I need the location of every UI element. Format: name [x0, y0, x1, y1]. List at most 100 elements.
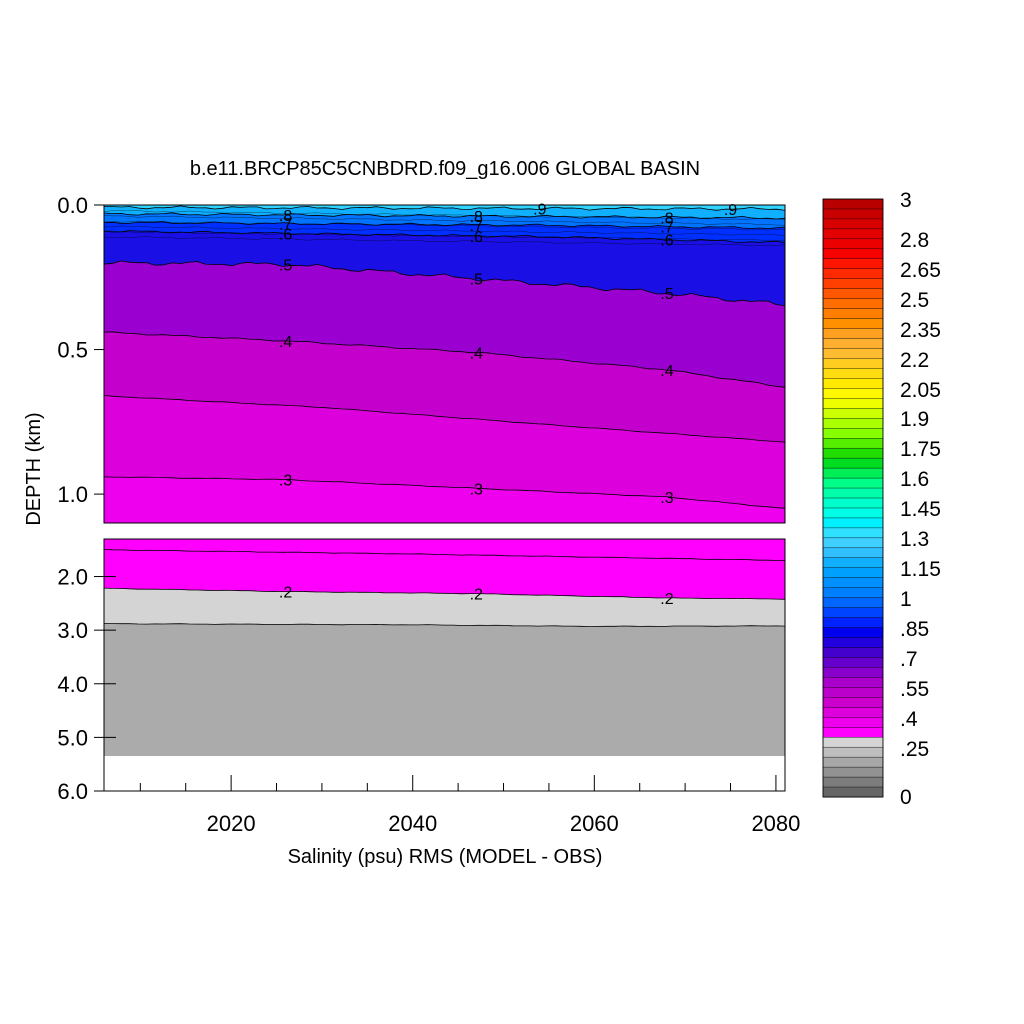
colorbar-swatch	[822, 388, 884, 399]
contour-label: .9	[533, 201, 546, 218]
axes: 2020 2040 2060 2080 0.0 0.5 1.0 2.0 3.0 4.0 5.0 6.0	[57, 193, 800, 836]
colorbar-swatch	[822, 547, 884, 559]
colorbar-swatch	[822, 258, 884, 270]
contour-fill-band-0-45	[104, 260, 785, 388]
contour-fill-band-0-7	[104, 212, 785, 229]
colorbar-swatch	[822, 667, 884, 678]
contour-line-0-3	[104, 476, 785, 509]
contour-line-0-35	[104, 395, 785, 443]
colorbar-frame	[822, 198, 884, 798]
contour-label: .5	[470, 272, 483, 289]
colorbar-swatch	[822, 348, 884, 359]
contour-label: .8	[660, 210, 673, 227]
colorbar-swatch	[822, 328, 884, 340]
colorbar-tick-label: 2.65	[900, 259, 941, 282]
colorbar-swatch	[822, 318, 884, 330]
contour-fill-band-0-6	[104, 221, 785, 243]
contour-label: .8	[470, 209, 483, 226]
contour-label: .2	[660, 591, 673, 608]
colorbar-swatch	[822, 467, 884, 479]
colorbar-swatch	[822, 697, 884, 708]
colorbar-swatch	[822, 408, 884, 419]
contour-label: .6	[660, 233, 673, 250]
upper-panel-frame	[103, 204, 786, 524]
y-tick-label: 0.5	[57, 338, 88, 363]
colorbar-tick-label: 1.6	[900, 468, 929, 491]
contour-label: .8	[279, 208, 292, 225]
contour-label: .9	[724, 202, 737, 219]
contour-line-0-4	[104, 331, 785, 388]
colorbar-swatch	[822, 487, 884, 499]
y-tick-label: 3.0	[57, 618, 88, 643]
contour-fill-band-0-55	[104, 230, 785, 306]
colorbar-swatch	[822, 358, 884, 369]
contour-label: .5	[279, 257, 292, 274]
colorbar-swatch	[822, 647, 884, 658]
colorbar-swatch	[822, 438, 884, 449]
contour-fill-band-0-35	[104, 395, 785, 509]
colorbar-swatch	[822, 577, 884, 589]
contour-line-0-8	[104, 212, 785, 220]
colorbar-swatch	[822, 477, 884, 489]
contour-line-0-2	[104, 587, 785, 600]
colorbar-swatch	[822, 208, 884, 220]
x-tick-label: 2020	[207, 811, 256, 836]
colorbar-swatch	[822, 218, 884, 230]
chart-title: b.e11.BRCP85C5CNBDRD.f09_g16.006 GLOBAL …	[190, 158, 700, 180]
colorbar-tick-label: .25	[900, 738, 929, 761]
colorbar-swatch	[822, 278, 884, 290]
y-tick-label: 4.0	[57, 672, 88, 697]
contour-line-0-25	[104, 549, 785, 561]
contour-label: .7	[660, 220, 673, 237]
colorbar-swatch	[822, 737, 884, 748]
x-tick-label: 2040	[388, 811, 437, 836]
x-tick-label: 2060	[570, 811, 619, 836]
colorbar-swatch	[822, 378, 884, 389]
colorbar-swatch	[822, 557, 884, 569]
colorbar-swatch	[822, 537, 884, 549]
colorbar-tick-label: 1.15	[900, 558, 941, 581]
colorbar-swatch	[822, 418, 884, 429]
contour-line-0-6	[104, 230, 785, 243]
colorbar-tick-label: 2.2	[900, 349, 929, 372]
contour-fill-band-0-4	[104, 331, 785, 443]
colorbar-swatch	[822, 607, 884, 619]
contour-labels: .9.9.8.8.8.7.7.7.6.6.6.5.5.5.4.4.4.3.3.3…	[279, 201, 737, 608]
colorbar-swatch	[822, 617, 884, 629]
colorbar-swatch	[822, 597, 884, 609]
colorbar-tick-label: 2.5	[900, 289, 929, 312]
colorbar-swatch	[822, 507, 884, 519]
colorbar-tick-label: 1	[900, 588, 912, 611]
colorbar-tick-label: 2.8	[900, 229, 929, 252]
colorbar-swatch	[822, 228, 884, 240]
contour-label: .6	[279, 226, 292, 243]
lower-panel-contour-fills	[104, 539, 785, 791]
contour-fill-band-0-15	[104, 623, 785, 757]
y-tick-label: 5.0	[57, 725, 88, 750]
contour-label: .3	[279, 473, 292, 490]
upper-panel-contour-lines	[104, 205, 785, 509]
colorbar-tick-label: 2.05	[900, 379, 941, 402]
upper-panel-contour-fills	[104, 205, 785, 523]
colorbar-swatch	[822, 627, 884, 639]
colorbar-swatch	[822, 288, 884, 300]
colorbar-swatch	[822, 657, 884, 668]
colorbar-swatch	[822, 527, 884, 539]
colorbar-swatch	[822, 707, 884, 718]
contour-label: .2	[470, 587, 483, 604]
y-tick-label: 2.0	[57, 565, 88, 590]
y-axis-label: DEPTH (km)	[23, 412, 45, 525]
colorbar-tick-label: 2.35	[900, 319, 941, 342]
colorbar: 3 2.8 2.65 2.5 2.35 2.2 2.05 1.9 1.75 1.6 1.45 1.3 1…	[822, 189, 941, 809]
colorbar-swatch	[822, 717, 884, 728]
colorbar-swatch	[822, 727, 884, 738]
colorbar-tick-label: .4	[900, 708, 918, 731]
y-tick-label: 6.0	[57, 779, 88, 804]
colorbar-tick-label: .85	[900, 618, 929, 641]
y-tick-label: 1.0	[57, 482, 88, 507]
contour-fill-band-0-2	[104, 588, 785, 627]
colorbar-swatch	[822, 238, 884, 250]
colorbar-swatch	[822, 368, 884, 379]
colorbar-tick-label: 1.3	[900, 528, 929, 551]
colorbar-swatch	[822, 776, 884, 788]
